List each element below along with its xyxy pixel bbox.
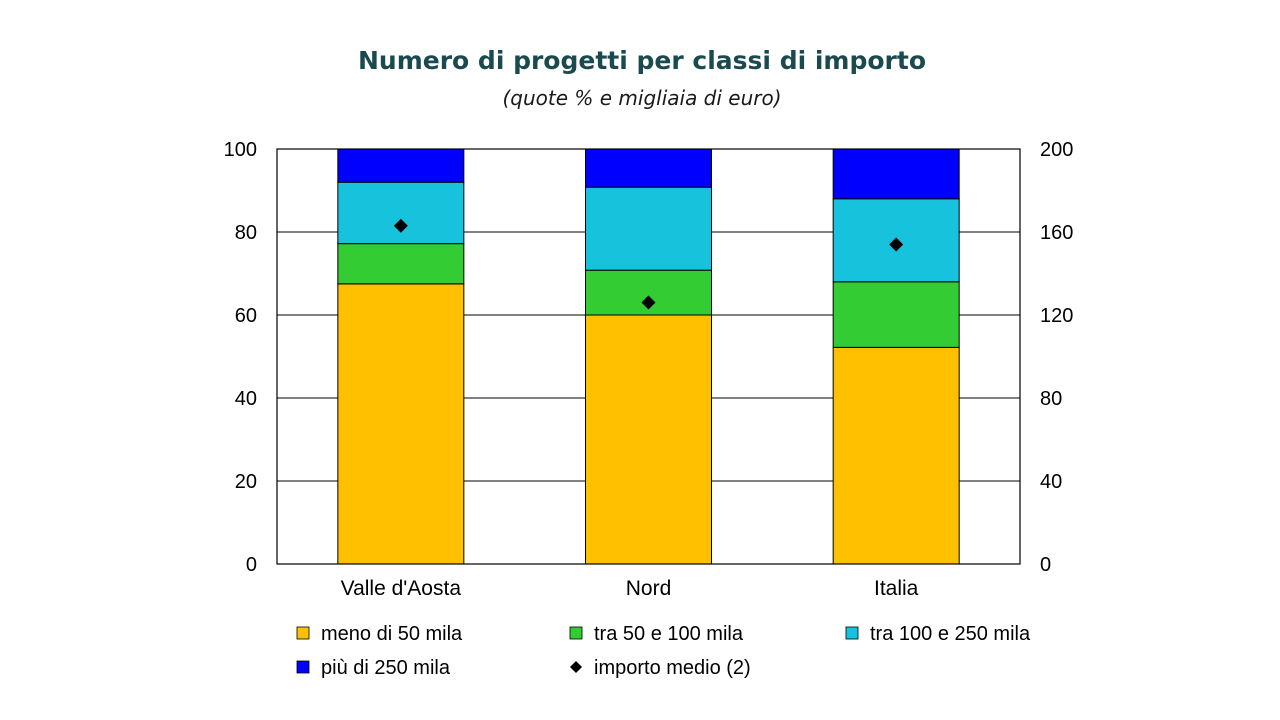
y-left-tick-label: 0 bbox=[246, 554, 257, 576]
y-right-tick-label: 160 bbox=[1040, 222, 1073, 244]
bar-segment bbox=[337, 243, 465, 285]
y-left-tick-label: 100 bbox=[224, 139, 257, 161]
legend-label: meno di 50 mila bbox=[321, 623, 463, 645]
legend-swatch bbox=[296, 626, 310, 640]
legend-label: tra 50 e 100 mila bbox=[594, 623, 744, 645]
chart-subtitle: (quote % e migliaia di euro) bbox=[502, 86, 781, 110]
legend-label: importo medio (2) bbox=[594, 657, 751, 679]
legend-label: più di 250 mila bbox=[321, 657, 451, 679]
bar-segment bbox=[585, 314, 712, 565]
bar-segment bbox=[585, 186, 712, 271]
bar-segment bbox=[337, 148, 465, 183]
y-left-tick-label: 40 bbox=[235, 388, 257, 410]
y-right-tick-label: 0 bbox=[1040, 554, 1051, 576]
bar-segment bbox=[337, 181, 465, 245]
x-tick-label: Nord bbox=[626, 577, 672, 600]
y-right-tick-label: 200 bbox=[1040, 139, 1073, 161]
plot-frame bbox=[276, 148, 1021, 565]
x-tick-label: Italia bbox=[874, 577, 919, 600]
bar-segment bbox=[832, 281, 960, 348]
importo-medio-marker bbox=[641, 295, 656, 310]
bar-segment bbox=[832, 346, 960, 565]
legend-swatch bbox=[569, 626, 583, 640]
bar-segment bbox=[832, 148, 960, 200]
bar-segment bbox=[585, 148, 712, 188]
legend-diamond-marker bbox=[570, 661, 582, 673]
legend: meno di 50 mila tra 50 e 100 mila tra 100 … bbox=[296, 623, 1031, 679]
legend-label: tra 100 e 250 mila bbox=[870, 623, 1031, 645]
y-left-tick-label: 20 bbox=[235, 471, 257, 493]
legend-swatch bbox=[296, 660, 310, 674]
importo-medio-marker bbox=[889, 237, 904, 252]
plot-area: 0 20 40 60 80 100 0 40 80 120 160 200 Valle d'Aosta N… bbox=[224, 139, 1074, 600]
y-left-tick-label: 60 bbox=[235, 305, 257, 327]
bar-segment bbox=[337, 283, 465, 565]
y-right-tick-label: 40 bbox=[1040, 471, 1062, 493]
x-tick-label: Valle d'Aosta bbox=[341, 577, 462, 600]
chart-title: Numero di progetti per classi di importo bbox=[358, 46, 926, 75]
y-left-tick-label: 80 bbox=[235, 222, 257, 244]
legend-swatch bbox=[845, 626, 859, 640]
y-right-tick-label: 120 bbox=[1040, 305, 1073, 327]
y-right-tick-label: 80 bbox=[1040, 388, 1062, 410]
importo-medio-marker bbox=[393, 218, 408, 233]
